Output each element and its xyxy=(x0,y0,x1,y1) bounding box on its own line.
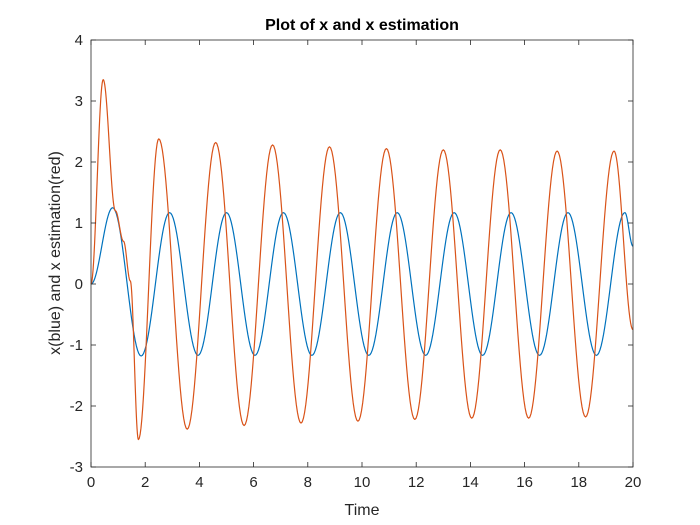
y-tick-label: -3 xyxy=(70,459,83,476)
y-tick-label: -1 xyxy=(70,337,83,354)
x-tick-label: 0 xyxy=(87,474,95,491)
y-axis-label: x(blue) and x estimation(red) xyxy=(47,151,64,355)
x-tick-label: 8 xyxy=(304,474,312,491)
x-tick-label: 2 xyxy=(141,474,149,491)
x-tick-label: 10 xyxy=(354,474,371,491)
plot-area xyxy=(91,40,633,467)
series-line-x xyxy=(90,207,634,357)
y-tick-label: 2 xyxy=(75,154,83,171)
x-tick-label: 20 xyxy=(625,474,642,491)
series-layer xyxy=(90,79,634,441)
x-tick-label: 12 xyxy=(408,474,425,491)
x-tick-label: 6 xyxy=(249,474,257,491)
y-tick-label: 1 xyxy=(75,215,83,232)
chart-title: Plot of x and x estimation xyxy=(265,17,459,34)
y-tick-label: 0 xyxy=(75,276,83,293)
x-axis-label: Time xyxy=(345,502,380,519)
y-tick-label: -2 xyxy=(70,398,83,415)
x-tick-label: 14 xyxy=(462,474,479,491)
y-tick-label: 3 xyxy=(75,93,83,110)
x-tick-label: 16 xyxy=(516,474,533,491)
x-tick-label: 4 xyxy=(195,474,203,491)
y-tick-label: 4 xyxy=(75,32,83,49)
series-line-x-estimation xyxy=(90,79,634,441)
x-tick-label: 18 xyxy=(570,474,587,491)
